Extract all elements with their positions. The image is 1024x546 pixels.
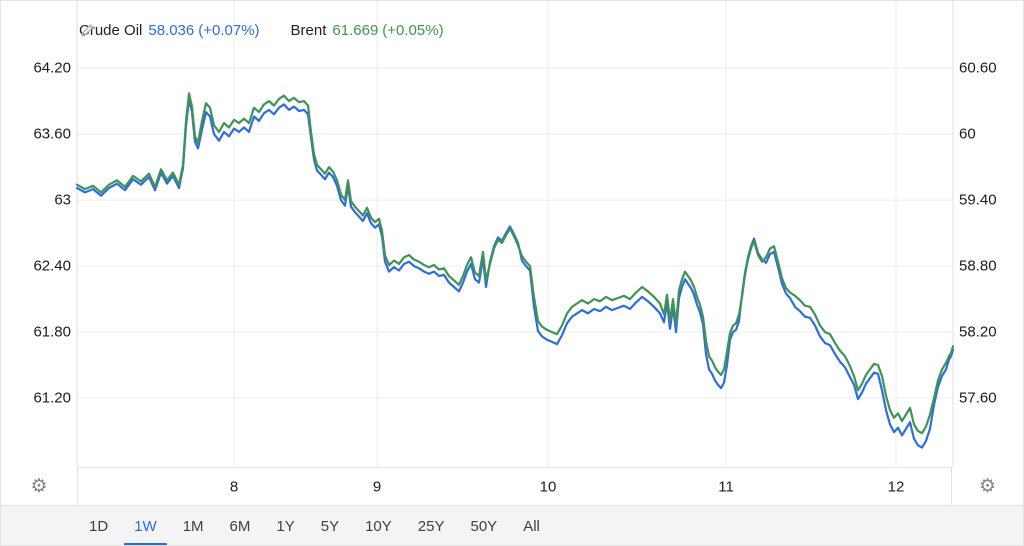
y-tick-label-right: 58.80 (959, 257, 997, 275)
range-tab-6m[interactable]: 6M (229, 517, 251, 535)
x-tick-label: 12 (887, 478, 905, 496)
pencil-icon (81, 24, 94, 37)
x-axis-labels: 8 9 10 11 12 (77, 467, 952, 506)
range-tab-1d[interactable]: 1D (89, 517, 109, 535)
chart-legend: Crude Oil 58.036 (+0.07%) Brent 61.669 (… (79, 22, 453, 39)
range-tab-1w[interactable]: 1W (124, 515, 167, 545)
crude-oil-price-line (75, 97, 955, 449)
settings-gear-icon-left[interactable]: ⚙ (24, 475, 53, 498)
y-tick-label-left: 61.80 (33, 323, 71, 341)
time-range-tabs: 1D 1W 1M 6M 1Y 5Y 10Y 25Y 50Y All (1, 505, 1023, 545)
y-tick-label-left: 63 (54, 191, 71, 209)
y-tick-label-left: 64.20 (33, 59, 71, 77)
y-tick-label-right: 57.60 (959, 389, 997, 407)
price-chart-svg (75, 1, 955, 467)
left-axis-settings-cell: ⚙ (1, 467, 78, 505)
y-tick-label-right: 60.60 (959, 59, 997, 77)
x-tick-label: 11 (718, 478, 734, 496)
range-tab-25y[interactable]: 25Y (417, 517, 445, 535)
legend-crude-oil-change: (+0.07%) (198, 22, 260, 39)
range-tab-5y[interactable]: 5Y (320, 517, 340, 535)
y-tick-label-left: 63.60 (33, 125, 71, 143)
range-tab-1m[interactable]: 1M (182, 517, 204, 535)
y-tick-label-left: 61.20 (33, 389, 71, 407)
x-tick-label: 10 (539, 478, 557, 496)
y-tick-label-right: 59.40 (959, 191, 997, 209)
y-tick-label-left: 62.40 (33, 257, 71, 275)
brent-price-line (75, 92, 955, 435)
y-tick-label-right: 60 (959, 125, 976, 143)
range-tab-all[interactable]: All (523, 517, 540, 535)
legend-brent-price: 61.669 (332, 22, 379, 39)
range-tab-1y[interactable]: 1Y (276, 517, 295, 535)
legend-brent-label: Brent (290, 22, 327, 39)
range-tab-50y[interactable]: 50Y (470, 517, 498, 535)
settings-gear-icon-right[interactable]: ⚙ (973, 475, 1002, 498)
range-tab-10y[interactable]: 10Y (365, 517, 392, 535)
right-axis-settings-cell: ⚙ (951, 467, 1023, 505)
x-tick-label: 8 (229, 478, 239, 496)
y-tick-label-right: 58.20 (959, 323, 997, 341)
chart-area: 64.20 63.60 63 62.40 61.80 61.20 60.60 60 59.40… (1, 1, 1023, 467)
legend-crude-oil-label: Crude Oil (79, 22, 143, 39)
x-axis-strip: ⚙ 8 9 10 11 12 ⚙ (1, 467, 1023, 505)
x-tick-label: 9 (372, 478, 382, 496)
legend-crude-oil-price: 58.036 (148, 22, 195, 39)
legend-brent-change: (+0.05%) (382, 22, 444, 39)
